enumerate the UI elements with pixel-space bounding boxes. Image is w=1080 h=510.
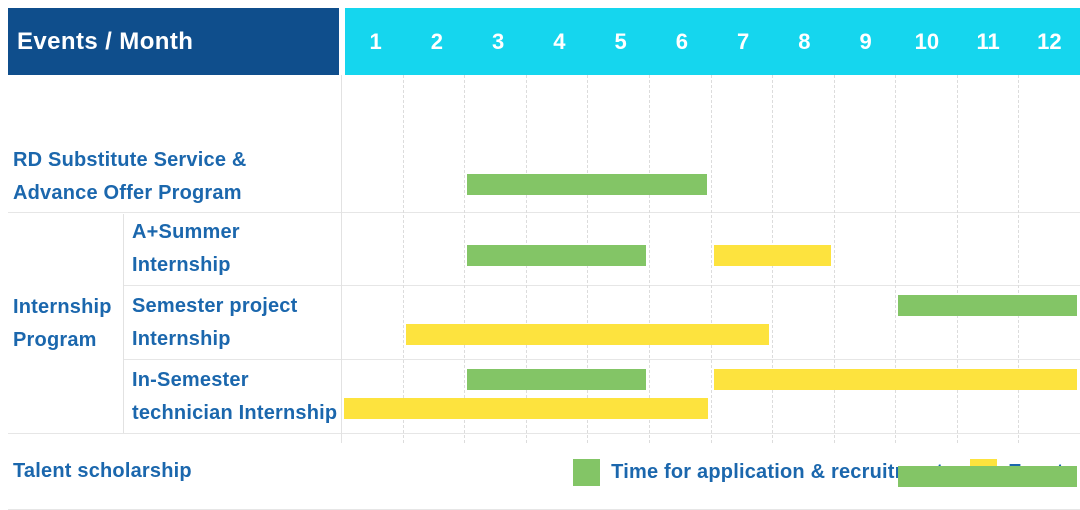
- month-label-1: 1: [369, 28, 382, 54]
- month-label-2: 2: [430, 28, 443, 54]
- month-label-11: 11: [976, 28, 1000, 54]
- month-gridline: [710, 75, 712, 443]
- events-bar: [713, 369, 1077, 390]
- month-label-3: 3: [492, 28, 505, 54]
- row-label: In-Semester technician Internship: [132, 368, 338, 424]
- group-cell: Internship Program: [8, 214, 124, 433]
- month-gridline: [648, 75, 650, 443]
- gantt-row: Talent scholarship: [8, 434, 1080, 510]
- gantt-row: In-Semester technician Internship: [8, 360, 1080, 434]
- month-label-10: 10: [914, 28, 940, 54]
- application-recruitment-bar: [467, 245, 646, 266]
- month-gridline: [402, 75, 404, 443]
- gantt-row: Semester project Internship: [8, 286, 1080, 360]
- application-recruitment-bar: [467, 174, 708, 195]
- corner-header-label: Events / Month: [17, 27, 194, 55]
- month-gridline: [464, 75, 466, 443]
- month-label-12: 12: [1037, 28, 1062, 54]
- events-bar: [405, 324, 770, 345]
- row-label: A+Summer Internship: [132, 221, 240, 276]
- legend-item: Time for application & recruitment: [573, 459, 943, 486]
- application-recruitment-bar: [898, 295, 1077, 316]
- legend-swatch-green: [573, 459, 601, 486]
- month-header: 1 2 3 4 5 6 7 8 9 10 11 12: [345, 8, 1080, 75]
- application-recruitment-bar: [898, 466, 1077, 487]
- month-gridline: [956, 75, 958, 443]
- gantt-body: RD Substitute Service & Advance Offer Pro…: [8, 75, 1080, 510]
- month-label-4: 4: [553, 28, 566, 54]
- row-label: Semester project Internship: [132, 294, 298, 350]
- corner-header-cell: Events / Month: [8, 8, 339, 75]
- month-label-7: 7: [737, 28, 750, 54]
- month-gridline: [1018, 75, 1020, 443]
- application-recruitment-bar: [467, 369, 646, 390]
- events-bar: [713, 245, 831, 266]
- label-month-divider: [341, 75, 342, 443]
- gantt-row: RD Substitute Service & Advance Offer Pro…: [8, 142, 1080, 213]
- month-label-6: 6: [675, 28, 688, 54]
- month-gridline: [833, 75, 835, 443]
- events-bar: [344, 398, 708, 419]
- gantt-chart: Events / Month 1 2 3 4 5 6 7 8 9 10 11 12 RD Substi…: [8, 8, 1080, 510]
- row-label: RD Substitute Service & Advance Offer Pro…: [13, 149, 247, 204]
- gantt-row: A+Summer Internship: [8, 213, 1080, 286]
- legend-label: Time for application & recruitment: [611, 461, 944, 483]
- month-label-5: 5: [614, 28, 627, 54]
- month-gridline: [895, 75, 897, 443]
- row-label: Talent scholarship: [13, 460, 192, 482]
- month-label-8: 8: [798, 28, 811, 54]
- month-label-9: 9: [859, 28, 872, 54]
